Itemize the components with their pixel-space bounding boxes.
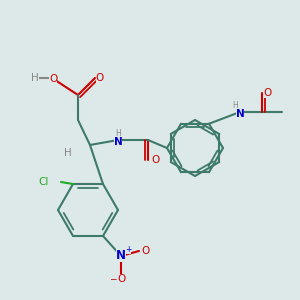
Text: O: O	[96, 73, 104, 83]
Text: −: −	[109, 274, 117, 284]
Text: N: N	[114, 137, 122, 147]
Text: H: H	[64, 148, 72, 158]
Text: N: N	[116, 250, 126, 262]
Text: H: H	[31, 73, 39, 83]
Text: +: +	[125, 245, 131, 254]
Text: O: O	[141, 246, 149, 256]
Text: H: H	[115, 130, 121, 139]
Text: O: O	[117, 274, 125, 284]
Text: H: H	[232, 100, 238, 109]
Text: N: N	[236, 109, 244, 119]
Text: Cl: Cl	[39, 177, 49, 187]
Text: O: O	[264, 88, 272, 98]
Text: O: O	[49, 74, 57, 84]
Text: O: O	[152, 155, 160, 165]
